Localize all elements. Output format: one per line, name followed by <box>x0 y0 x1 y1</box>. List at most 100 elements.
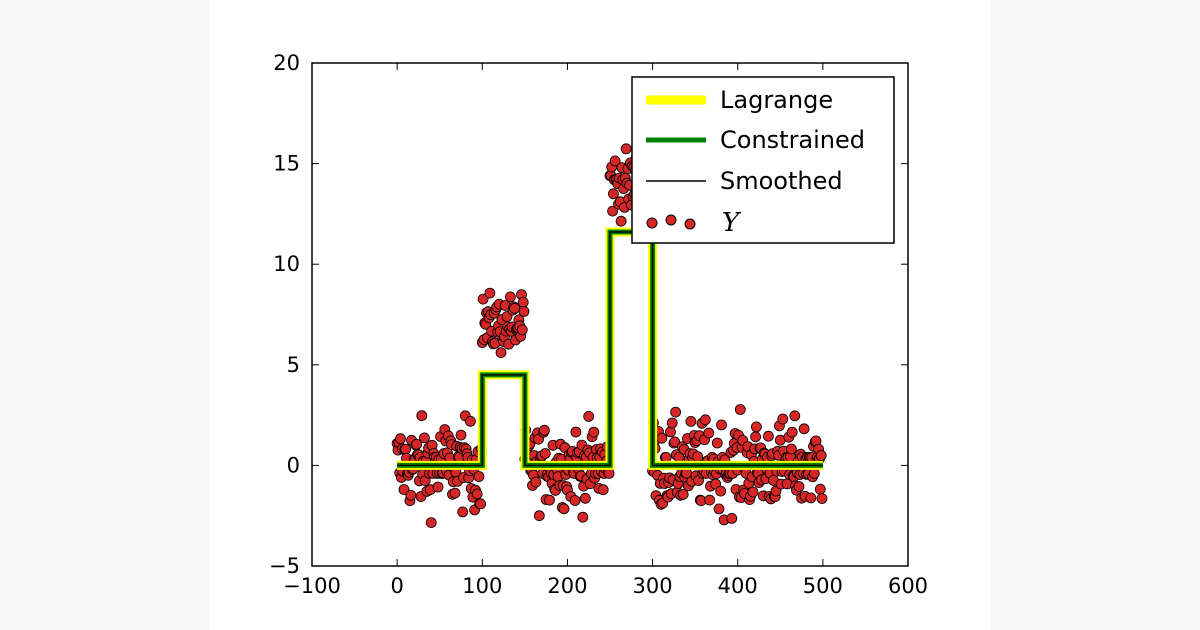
y-point <box>685 415 697 427</box>
x-tick-label: 600 <box>888 574 928 598</box>
y-point <box>777 413 789 425</box>
y-point <box>475 498 487 510</box>
left-margin-shade <box>0 0 210 630</box>
x-tick-label: 500 <box>803 574 843 598</box>
y-point <box>477 293 489 305</box>
y-point <box>726 513 738 524</box>
plot-frame <box>311 62 909 567</box>
step-lines <box>397 227 823 470</box>
y-point <box>530 476 542 488</box>
y-point <box>665 426 676 438</box>
y-point <box>432 481 444 493</box>
y-point <box>656 432 668 444</box>
legend: Lagrange Constrained Smoothed Y <box>631 76 895 244</box>
legend-y-marker <box>665 214 677 226</box>
y-point <box>786 426 798 438</box>
y-point <box>607 205 618 217</box>
y-point <box>539 448 551 459</box>
y-point <box>533 510 545 522</box>
y-point <box>670 406 681 418</box>
y-point <box>509 302 520 314</box>
legend-y-label: Y <box>722 208 742 238</box>
y-tick-label: 20 <box>273 51 300 75</box>
y-point <box>471 488 483 500</box>
y-point <box>713 503 725 515</box>
y-point <box>464 415 476 427</box>
x-tick-label: −100 <box>283 574 341 598</box>
y-point <box>747 486 759 498</box>
y-point <box>570 426 582 438</box>
y-point <box>504 291 516 303</box>
y-point <box>716 419 727 431</box>
y-tick-labels: −5 0 5 10 15 20 <box>269 51 300 578</box>
y-point <box>416 410 428 422</box>
y-tick-label: 10 <box>273 252 300 276</box>
y-point <box>798 423 810 435</box>
y-point <box>398 484 410 495</box>
y-tick-label: 15 <box>273 152 300 176</box>
smoothed-line <box>397 231 823 467</box>
x-tick-label: 0 <box>390 574 403 598</box>
y-point <box>786 443 797 455</box>
y-point <box>558 503 570 515</box>
y-point <box>484 287 496 299</box>
y-tick-label: 5 <box>287 353 300 377</box>
legend-constrained-label: Constrained <box>720 126 865 154</box>
y-point <box>457 506 469 518</box>
y-point <box>495 347 507 359</box>
y-point <box>734 404 746 415</box>
legend-y-marker <box>684 218 696 230</box>
y-point <box>789 410 801 422</box>
y-point <box>405 489 417 501</box>
y-point <box>400 443 412 455</box>
y-point <box>609 155 621 167</box>
legend-box <box>631 76 895 244</box>
y-point <box>763 430 774 442</box>
y-point <box>418 432 430 444</box>
y-point <box>620 143 632 155</box>
y-point <box>692 451 704 463</box>
y-point <box>704 494 715 506</box>
y-point <box>715 485 727 497</box>
y-point <box>815 450 827 461</box>
legend-y-marker <box>646 217 658 229</box>
y-point <box>569 495 581 506</box>
y-point <box>703 427 715 439</box>
y-point <box>816 493 828 504</box>
y-point <box>516 324 528 336</box>
y-point <box>455 429 467 441</box>
y-point <box>669 436 681 448</box>
y-point <box>700 414 711 426</box>
y-point <box>577 511 589 523</box>
x-tick-label: 400 <box>718 574 758 598</box>
y-point <box>449 487 461 499</box>
right-margin-shade <box>990 0 1200 630</box>
x-tick-labels: −100 0 100 200 300 400 500 600 <box>283 574 928 598</box>
y-point <box>751 421 762 433</box>
legend-smoothed-label: Smoothed <box>720 167 843 195</box>
x-tick-label: 100 <box>462 574 502 598</box>
y-point <box>608 188 619 200</box>
y-point <box>588 426 600 438</box>
axis-ticks <box>311 62 909 567</box>
y-point <box>579 492 591 504</box>
y-tick-label: −5 <box>269 554 300 578</box>
y-point <box>793 481 805 492</box>
legend-lagrange-label: Lagrange <box>720 86 833 114</box>
y-point <box>677 488 689 500</box>
y-point <box>597 484 609 496</box>
x-tick-label: 200 <box>547 574 587 598</box>
y-point <box>583 410 595 422</box>
y-point <box>473 471 485 482</box>
y-point <box>805 492 817 504</box>
y-point <box>750 431 761 443</box>
y-point <box>666 417 678 429</box>
y-point <box>517 296 529 308</box>
y-point <box>544 494 555 506</box>
y-point <box>395 433 406 445</box>
y-point <box>518 305 530 317</box>
y-point <box>711 437 723 449</box>
x-tick-label: 300 <box>633 574 673 598</box>
